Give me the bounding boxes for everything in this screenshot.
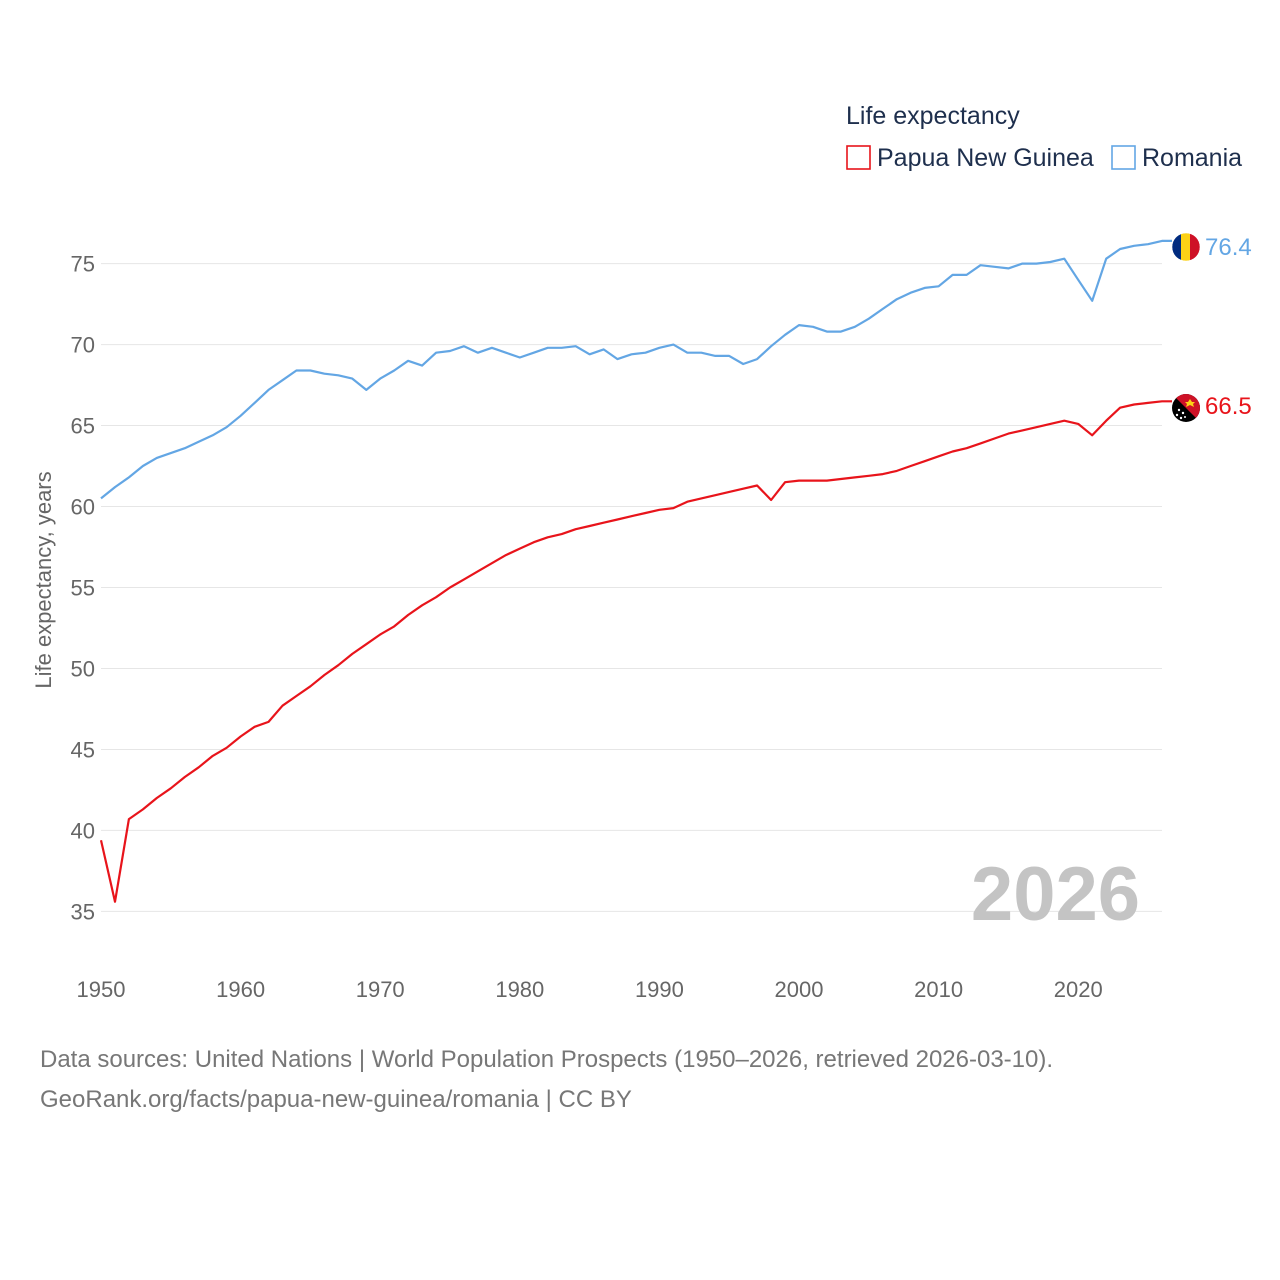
papua-new-guinea-flag-icon: [1172, 394, 1200, 422]
y-tick-45: 45: [71, 737, 95, 762]
x-tick-1980: 1980: [495, 977, 544, 1002]
x-axis-ticks: 1950 1960 1970 1980 1990 2000 2010 2020: [77, 977, 1103, 1002]
x-tick-1950: 1950: [77, 977, 126, 1002]
y-tick-50: 50: [71, 656, 95, 681]
x-tick-2010: 2010: [914, 977, 963, 1002]
y-tick-60: 60: [71, 495, 95, 520]
y-tick-40: 40: [71, 818, 95, 843]
x-tick-2020: 2020: [1054, 977, 1103, 1002]
x-tick-1990: 1990: [635, 977, 684, 1002]
legend-label-romania[interactable]: Romania: [1142, 144, 1242, 172]
y-axis-ticks: 35 40 45 50 55 60 65 70 75: [71, 252, 95, 925]
romania-flag-icon: [1172, 233, 1200, 261]
source-line-2[interactable]: GeoRank.org/facts/papua-new-guinea/roman…: [40, 1086, 632, 1113]
year-label: 2026: [971, 852, 1140, 937]
x-tick-2000: 2000: [775, 977, 824, 1002]
legend-swatch-papua-new-guinea[interactable]: [846, 145, 871, 170]
data-source-note: Data sources: United Nations | World Pop…: [40, 1040, 1053, 1120]
legend-title: Life expectancy: [846, 102, 1020, 130]
life-expectancy-chart: 35 40 45 50 55 60 65 70 75 1950 1960 1970 1980 1990 2…: [31, 102, 1252, 1002]
y-tick-35: 35: [71, 899, 95, 924]
papua-new-guinea-end-value: 66.5: [1205, 393, 1252, 420]
series-lines: [99, 239, 1172, 903]
x-tick-1960: 1960: [216, 977, 265, 1002]
y-axis-label: Life expectancy, years: [31, 471, 56, 688]
series-line-papua-new-guinea[interactable]: [99, 400, 1172, 903]
legend-label-papua-new-guinea[interactable]: Papua New Guinea: [877, 144, 1094, 172]
y-tick-70: 70: [71, 333, 95, 358]
y-tick-75: 75: [71, 252, 95, 277]
legend-swatch-romania[interactable]: [1111, 145, 1136, 170]
series-line-romania[interactable]: [100, 239, 1172, 500]
romania-end-value: 76.4: [1205, 234, 1252, 261]
legend[interactable]: Life expectancy Papua New Guinea Romania: [846, 102, 1242, 172]
y-tick-65: 65: [71, 414, 95, 439]
source-line-1: Data sources: United Nations | World Pop…: [40, 1046, 1054, 1073]
gridlines: [101, 263, 1162, 912]
y-tick-55: 55: [71, 576, 95, 601]
x-tick-1970: 1970: [356, 977, 405, 1002]
